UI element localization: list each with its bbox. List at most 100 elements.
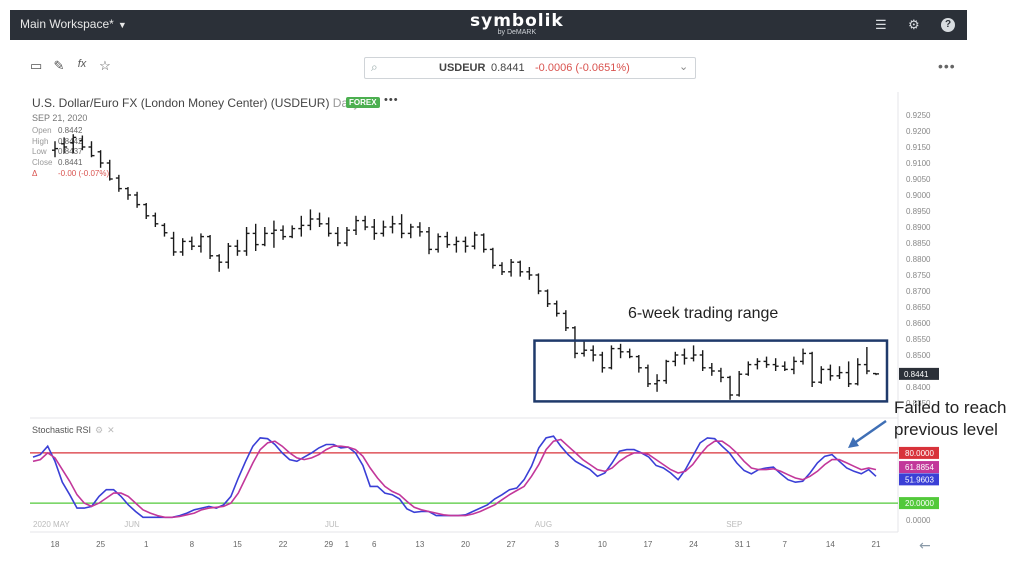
chevron-down-icon: ▼ xyxy=(117,20,127,30)
ohlc-bar xyxy=(152,212,159,227)
ohlc-bar xyxy=(654,374,661,392)
x-tick-label: 6 xyxy=(372,540,377,549)
ohlc-bar xyxy=(261,227,268,247)
ohlc-bar xyxy=(207,235,214,259)
x-tick-label: 15 xyxy=(233,540,242,549)
annotation-arrow xyxy=(852,419,887,446)
x-tick-label: 7 xyxy=(783,540,788,549)
ohlc-bar xyxy=(124,187,131,200)
ohlc-bar xyxy=(371,219,378,240)
back-arrow-icon[interactable]: ← xyxy=(919,538,931,554)
ohlc-bar xyxy=(699,350,706,371)
price-tick-label: 0.8800 xyxy=(906,255,931,264)
ohlc-bar xyxy=(772,358,779,371)
ohlc-bar xyxy=(88,141,95,158)
logo: symbolik by DeMARK xyxy=(470,11,564,36)
ohlc-bar xyxy=(380,220,387,237)
ohlc-bar xyxy=(179,238,186,256)
x-tick-label: 25 xyxy=(96,540,105,549)
ohlc-bar xyxy=(426,227,433,255)
ohlc-bar xyxy=(863,347,870,375)
ohlc-bar xyxy=(325,217,332,237)
last-price: 0.8441 xyxy=(491,62,525,74)
close-label: Close xyxy=(32,158,53,168)
ohlc-bar xyxy=(854,358,861,386)
function-icon[interactable]: fx xyxy=(77,58,87,70)
ohlc-bar xyxy=(435,233,442,253)
month-label: AUG xyxy=(535,520,552,529)
ohlc-bar xyxy=(389,215,396,234)
price-tick-label: 0.8600 xyxy=(906,319,931,328)
x-tick-label: 29 xyxy=(324,540,333,549)
price-tick-label: 0.9250 xyxy=(906,111,931,120)
ohlc-bar xyxy=(690,345,697,362)
month-label: JUL xyxy=(325,520,340,529)
month-label: JUN xyxy=(124,520,140,529)
workspace-menu[interactable]: Main Workspace* ▼ xyxy=(20,17,127,31)
ohlc-bar xyxy=(134,191,141,208)
ohlc-bar xyxy=(106,159,113,181)
x-tick-label: 10 xyxy=(598,540,607,549)
x-tick-label: 22 xyxy=(279,540,288,549)
delta-value: -0.00 (-0.07%) xyxy=(58,168,110,178)
ohlc-bar xyxy=(298,215,305,237)
ohlc-bar xyxy=(234,239,241,256)
ohlc-bar xyxy=(873,372,879,376)
chevron-down-icon[interactable]: ⌄ xyxy=(679,61,689,73)
ohlc-bar xyxy=(571,326,578,359)
symbol-text: USDEUR xyxy=(439,62,486,74)
x-tick-label: 13 xyxy=(415,540,424,549)
arrow-head-icon xyxy=(848,437,859,448)
more-options-icon[interactable]: ••• xyxy=(938,58,956,74)
ohlc-bar xyxy=(708,363,715,376)
open-label: Open xyxy=(32,126,52,135)
logo-name: symbolik xyxy=(470,11,564,31)
symbol-search-box[interactable]: ⌕ USDEUR 0.8441 -0.0006 (-0.0651%) ⌄ xyxy=(364,57,696,79)
indicator-title: Stochastic RSI xyxy=(32,425,92,435)
price-tick-label: 0.8950 xyxy=(906,207,931,216)
top-bar: Main Workspace* ▼ symbolik by DeMARK ☰ ⚙ … xyxy=(10,10,967,40)
gear-icon[interactable]: ⚙ xyxy=(95,425,104,435)
ohlc-bar xyxy=(626,348,633,359)
x-tick-label: 21 xyxy=(872,540,881,549)
ohlc-bar xyxy=(480,233,487,253)
close-icon[interactable]: ✕ xyxy=(107,425,115,435)
gear-icon[interactable]: ⚙ xyxy=(908,17,920,32)
pencil-icon[interactable]: ✎ xyxy=(53,58,65,73)
x-tick-label: 14 xyxy=(826,540,835,549)
ohlc-bar xyxy=(745,361,752,376)
ohlc-bar xyxy=(800,348,807,365)
price-tick-label: 0.8500 xyxy=(906,351,931,360)
book-icon[interactable]: ▭ xyxy=(30,58,43,73)
ohlc-bar xyxy=(188,236,195,251)
x-tick-label: 1 xyxy=(345,540,350,549)
star-icon[interactable]: ☆ xyxy=(99,58,111,73)
price-tick-label: 0.9200 xyxy=(906,127,931,136)
x-tick-label: 31 xyxy=(735,540,744,549)
chart-more-icon[interactable]: ••• xyxy=(384,94,399,106)
ohlc-bar xyxy=(343,227,350,247)
stoch-d-line xyxy=(32,438,877,519)
list-icon[interactable]: ☰ xyxy=(875,17,887,32)
chart-toolbar: ▭ ✎ fx ☆ xyxy=(30,58,111,74)
ohlc-bar xyxy=(170,231,177,256)
failed-line-2: previous level xyxy=(894,420,998,439)
ohlc-bar xyxy=(161,223,168,237)
ohlc-bar xyxy=(763,356,770,368)
help-icon[interactable]: ? xyxy=(941,18,955,32)
logo-subtitle: by DeMARK xyxy=(497,29,537,36)
osc-tick-label: 0.0000 xyxy=(906,516,931,525)
ohlc-bar xyxy=(225,243,232,269)
price-tick-label: 0.8900 xyxy=(906,223,931,232)
instrument-name: U.S. Dollar/Euro FX (London Money Center… xyxy=(32,96,330,110)
open-value: 0.8442 xyxy=(58,126,83,135)
ohlc-bar xyxy=(635,355,642,373)
ohlc-bar xyxy=(736,371,743,397)
ohlc-bar xyxy=(70,134,77,154)
x-tick-label: 3 xyxy=(554,540,559,549)
ohlc-bar xyxy=(644,364,651,387)
workspace-label: Main Workspace* xyxy=(20,17,114,31)
ohlc-bar xyxy=(672,351,679,367)
price-tick-label: 0.8700 xyxy=(906,287,931,296)
